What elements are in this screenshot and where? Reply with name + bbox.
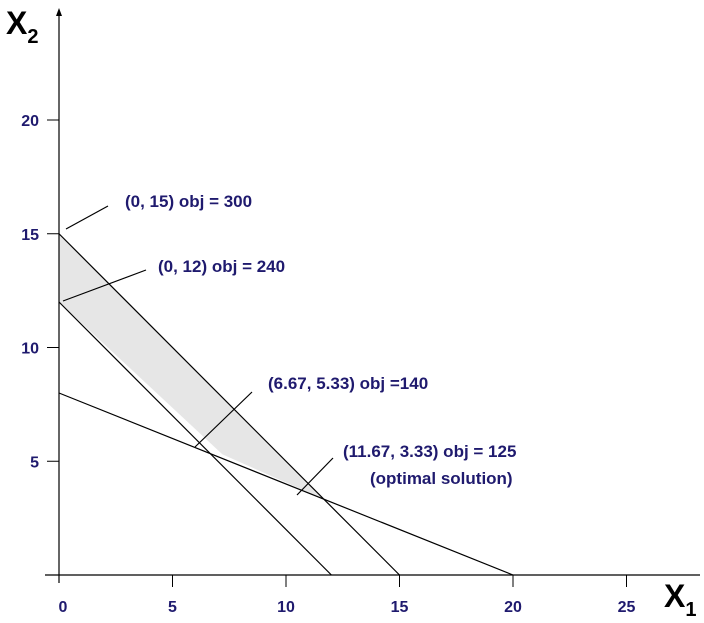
y-tick-label: 10 bbox=[21, 341, 39, 358]
annotation-optimal-label: (optimal solution) bbox=[370, 469, 513, 488]
y-tick-label: 5 bbox=[30, 454, 39, 471]
annotation-leader-6-67 bbox=[194, 391, 253, 448]
annotation-6-67: (6.67, 5.33) obj =140 bbox=[268, 374, 428, 393]
annotation-0-15: (0, 15) obj = 300 bbox=[125, 192, 252, 211]
x-tick-label: 15 bbox=[391, 599, 409, 616]
constraint-lines bbox=[58, 233, 514, 576]
constraint-line-1 bbox=[58, 301, 332, 576]
y-tick-label: 20 bbox=[21, 113, 39, 130]
annotation-leader-0-15 bbox=[65, 205, 109, 230]
x-tick-label: 10 bbox=[277, 599, 295, 616]
y-tick-label: 15 bbox=[21, 227, 39, 244]
constraint-line-3 bbox=[58, 392, 514, 576]
y-axis-title: X2 bbox=[6, 5, 38, 48]
x-tick-label: 0 bbox=[59, 599, 68, 616]
constraint-line-2 bbox=[58, 233, 400, 576]
annotation-optimal-point: (11.67, 3.33) obj = 125 bbox=[343, 442, 516, 461]
annotation-leader-optimal bbox=[296, 457, 334, 496]
annotation-0-12: (0, 12) obj = 240 bbox=[158, 257, 285, 276]
x-tick-label: 25 bbox=[618, 599, 636, 616]
x-tick-label: 5 bbox=[168, 599, 177, 616]
x-axis-title: X1 bbox=[664, 578, 696, 621]
y-axis-arrow-icon bbox=[56, 8, 62, 16]
annotations: (0, 15) obj = 300 (0, 12) obj = 240 (6.6… bbox=[62, 192, 516, 496]
x-tick-label: 20 bbox=[504, 599, 522, 616]
x-axis-ticks: 0 5 10 15 20 25 bbox=[59, 575, 636, 616]
y-axis-ticks: 5 10 15 20 bbox=[21, 113, 59, 471]
annotation-leader-0-12 bbox=[62, 269, 147, 302]
